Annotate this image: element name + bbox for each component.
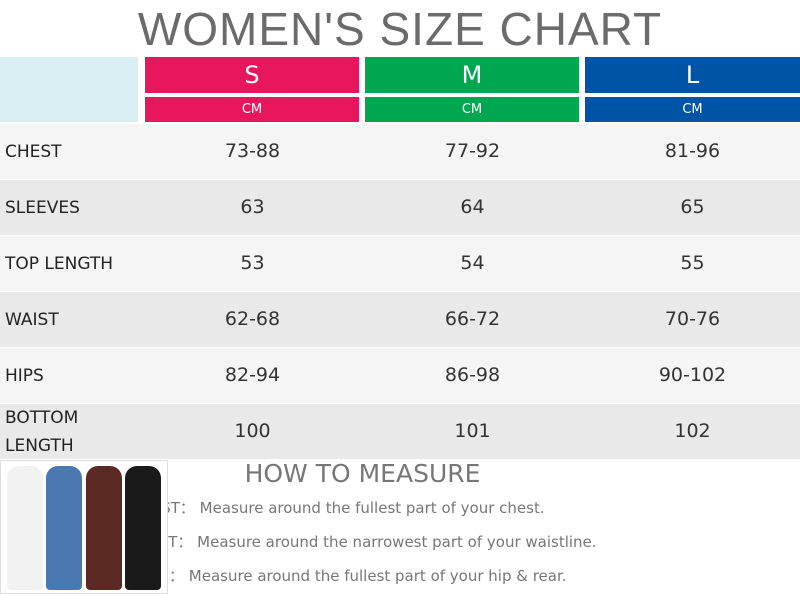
measure-chest-text: CHEST： Measure around the fullest part o… bbox=[130, 499, 545, 517]
unit-label: CM bbox=[145, 97, 359, 122]
unit-label: CM bbox=[585, 97, 800, 122]
table-row: HIPS 82-94 86-98 90-102 bbox=[0, 348, 800, 403]
row-label: HIPS bbox=[5, 365, 44, 386]
size-value: 63 bbox=[240, 196, 265, 218]
size-value: 70-76 bbox=[664, 308, 721, 330]
size-header-m: M bbox=[365, 57, 579, 93]
row-label: WAIST bbox=[5, 309, 59, 330]
size-value: 102 bbox=[674, 420, 711, 442]
table-row: TOP LENGTH 53 54 55 bbox=[0, 236, 800, 291]
size-value: 62-68 bbox=[224, 308, 281, 330]
size-header-l: L bbox=[585, 57, 800, 93]
model-blue-outfit bbox=[46, 466, 83, 590]
model-black-outfit bbox=[125, 466, 162, 590]
size-value: 90-102 bbox=[658, 364, 727, 386]
size-value: 53 bbox=[240, 252, 265, 274]
row-label: SLEEVES bbox=[5, 197, 80, 218]
size-value: 65 bbox=[680, 196, 705, 218]
size-value: 54 bbox=[460, 252, 485, 274]
size-value: 55 bbox=[680, 252, 705, 274]
table-row: WAIST 62-68 66-72 70-76 bbox=[0, 292, 800, 347]
model-white-outfit bbox=[6, 466, 43, 590]
row-label: TOP LENGTH bbox=[5, 253, 114, 274]
measure-waist-text: WAIST： Measure around the narrowest part… bbox=[130, 533, 597, 551]
table-row: CHEST 73-88 77-92 81-96 bbox=[0, 124, 800, 179]
size-value: 82-94 bbox=[224, 364, 281, 386]
size-value: 100 bbox=[234, 420, 271, 442]
table-row: BOTTOM LENGTH 100 101 102 bbox=[0, 404, 800, 459]
size-value: 101 bbox=[454, 420, 491, 442]
size-header-s: S bbox=[145, 57, 359, 93]
size-value: 77-92 bbox=[444, 140, 501, 162]
unit-label: CM bbox=[365, 97, 579, 122]
how-to-measure-title: HOW TO MEASURE bbox=[244, 459, 481, 488]
size-value: 64 bbox=[460, 196, 485, 218]
size-value: 73-88 bbox=[224, 140, 281, 162]
size-value: 86-98 bbox=[444, 364, 501, 386]
size-value: 66-72 bbox=[444, 308, 501, 330]
row-label: CHEST bbox=[5, 141, 62, 162]
size-value: 81-96 bbox=[664, 140, 721, 162]
measure-hips-text: HIPS ： Measure around the fullest part o… bbox=[130, 567, 567, 585]
table-row: SLEEVES 63 64 65 bbox=[0, 180, 800, 235]
row-label: BOTTOM LENGTH bbox=[5, 407, 79, 456]
model-brown-outfit bbox=[85, 466, 122, 590]
product-photo bbox=[0, 460, 168, 594]
header-corner-cell bbox=[0, 57, 138, 122]
page-title: WOMEN'S SIZE CHART bbox=[137, 3, 663, 55]
